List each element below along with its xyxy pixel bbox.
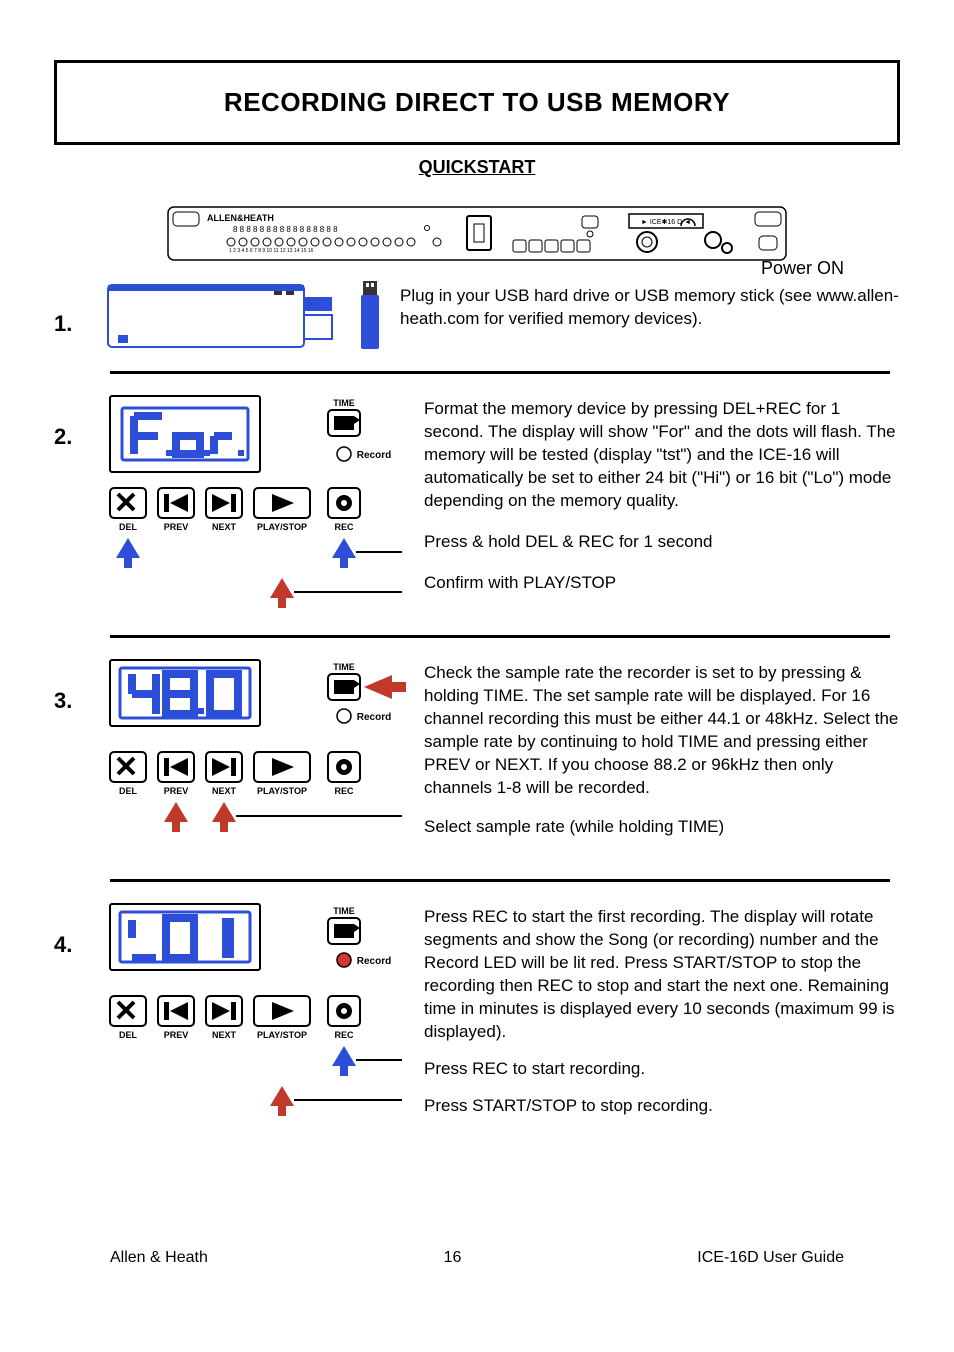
page-title-box: RECORDING DIRECT TO USB MEMORY	[54, 60, 900, 145]
svg-text:REC: REC	[334, 786, 354, 796]
svg-text:PREV: PREV	[164, 1030, 189, 1040]
next-label: NEXT	[212, 522, 237, 532]
svg-text:NEXT: NEXT	[212, 786, 237, 796]
device-illustration: ALLEN&HEATH 8 8 8 8 8 8 8 8 8 8 8 8 8 8 …	[54, 206, 900, 261]
step-3: 3. TIME Record	[54, 656, 900, 861]
step-1: 1. Plug in your USB hard drive or USB me…	[54, 279, 900, 353]
step-2-note1: Press & hold DEL & REC for 1 second	[424, 531, 900, 554]
svg-text:PREV: PREV	[164, 786, 189, 796]
time-label: TIME	[333, 662, 355, 672]
svg-text:PLAY/STOP: PLAY/STOP	[257, 786, 307, 796]
svg-text:Record: Record	[357, 712, 391, 723]
divider	[110, 635, 890, 638]
svg-text:REC: REC	[334, 1030, 354, 1040]
svg-text:Record: Record	[357, 956, 391, 967]
svg-text:PLAY/STOP: PLAY/STOP	[257, 1030, 307, 1040]
step-2: 2. TIME Record	[54, 392, 900, 617]
footer-left: Allen & Heath	[110, 1249, 208, 1267]
step-2-text: Format the memory device by pressing DEL…	[424, 398, 900, 513]
step-2-number: 2.	[54, 392, 88, 450]
time-label: TIME	[333, 398, 355, 408]
hdd-icon	[106, 279, 336, 353]
power-on-label: Power ON	[761, 258, 844, 279]
svg-text:NEXT: NEXT	[212, 1030, 237, 1040]
panel-step2: TIME Record DEL PREV NEXT PLAY/STOP	[106, 392, 406, 612]
page-title: RECORDING DIRECT TO USB MEMORY	[73, 87, 881, 118]
svg-text:8 8 8 8 8 8 8 8 8 8 8 8 8 8 8: 8 8 8 8 8 8 8 8 8 8 8 8 8 8 8 8	[233, 225, 338, 234]
step-4-note2: Press START/STOP to stop recording.	[424, 1095, 900, 1118]
step-3-number: 3.	[54, 656, 88, 714]
step-4-text: Press REC to start the first recording. …	[424, 906, 900, 1044]
panel-step4: TIME Record DEL PREV NEXT PLAY/STOP	[106, 900, 406, 1120]
footer-right: ICE-16D User Guide	[697, 1249, 844, 1267]
page-footer: Allen & Heath 16 ICE-16D User Guide	[0, 1249, 954, 1267]
step-4-note1: Press REC to start recording.	[424, 1058, 900, 1081]
step-2-note2: Confirm with PLAY/STOP	[424, 572, 900, 595]
play-label: PLAY/STOP	[257, 522, 307, 532]
step-1-number: 1.	[54, 279, 88, 337]
usb-stick-icon	[358, 279, 382, 353]
step-4-number: 4.	[54, 900, 88, 958]
divider	[110, 879, 890, 882]
record-label: Record	[357, 450, 391, 461]
step-1-text: Plug in your USB hard drive or USB memor…	[400, 279, 900, 331]
quickstart-heading: QUICKSTART	[54, 157, 900, 178]
svg-text:TIME: TIME	[333, 906, 355, 916]
step-3-text: Check the sample rate the recorder is se…	[424, 662, 900, 800]
del-label: DEL	[119, 522, 138, 532]
svg-text:1 2 3 4 5 6 7 8: 1 2 3 4 5 6 7 8 9 10 11 12 13 14 15 16	[229, 248, 314, 254]
svg-text:DEL: DEL	[119, 786, 138, 796]
rec-label: REC	[334, 522, 354, 532]
prev-label: PREV	[164, 522, 189, 532]
footer-center: 16	[444, 1249, 462, 1267]
svg-text:DEL: DEL	[119, 1030, 138, 1040]
divider	[110, 371, 890, 374]
step-4: 4. TIME Record DEL	[54, 900, 900, 1125]
panel-step3: TIME Record DEL PREV NEXT PLAY/STO	[106, 656, 406, 856]
model-label: ► ICE✱16 D ◄	[641, 218, 691, 226]
step-3-note1: Select sample rate (while holding TIME)	[424, 816, 900, 839]
brand-label: ALLEN&HEATH	[207, 213, 274, 223]
